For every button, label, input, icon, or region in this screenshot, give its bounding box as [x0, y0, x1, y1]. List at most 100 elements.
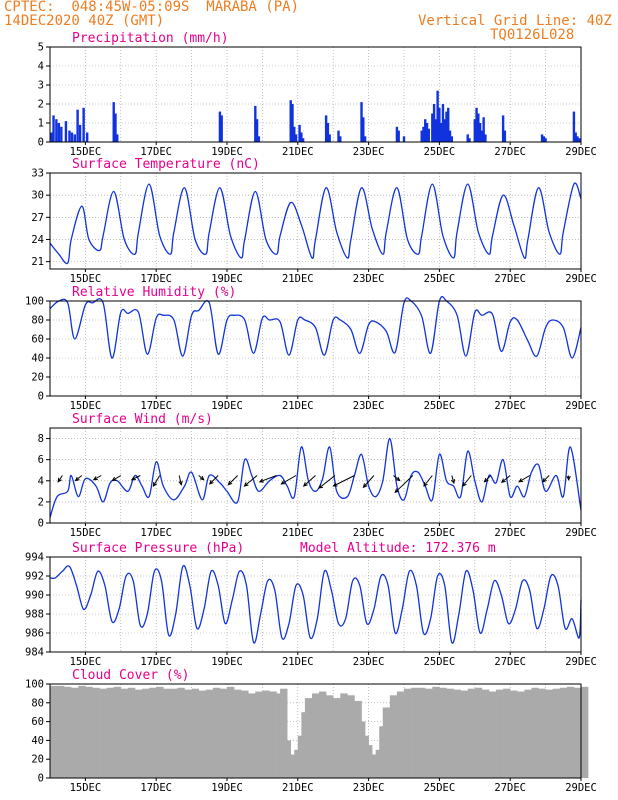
- wind-arrow-head: [227, 480, 233, 486]
- precip-bar: [76, 109, 79, 142]
- precip-bar: [289, 100, 292, 142]
- precip-bar: [473, 119, 476, 142]
- y-tick-label: 8: [38, 433, 44, 445]
- precip-bar: [431, 113, 434, 142]
- panel-temp: 21 24 27 30 33 15DEC 17DEC 19DEC 21DEC 23DEC 25DEC…: [31, 157, 596, 285]
- x-tick-label: 23DEC: [353, 273, 385, 285]
- x-tick-label: 25DEC: [424, 146, 456, 158]
- panel-pressure: 984 986 988 990 992 994 15DEC 17DEC 19DEC 21DEC 23…: [25, 541, 597, 668]
- wind-arrow-head: [395, 476, 401, 482]
- x-tick-label: 23DEC: [353, 782, 385, 794]
- precip-bar: [293, 126, 296, 142]
- x-tick-label: 25DEC: [424, 400, 456, 412]
- cloud-bar: [78, 685, 86, 778]
- wind-arrow-head: [318, 484, 324, 489]
- y-tick-label: 988: [25, 609, 44, 621]
- precip-bar: [220, 115, 223, 142]
- cloud-bar: [262, 690, 270, 778]
- x-tick-label: 19DEC: [211, 527, 243, 539]
- panel-frame: [49, 556, 582, 653]
- cloud-bar: [92, 687, 100, 778]
- x-tick-label: 15DEC: [70, 273, 102, 285]
- pressure-series-line: [49, 564, 582, 644]
- y-tick-label: 20: [31, 372, 44, 384]
- panel-frame: [49, 46, 582, 143]
- x-tick-label: 19DEC: [211, 782, 243, 794]
- panel-title: Surface Temperature (nC): [72, 157, 260, 172]
- x-tick-label: 21DEC: [282, 400, 314, 412]
- x-tick-label: 27DEC: [494, 656, 526, 668]
- wind-arrow-head: [57, 477, 62, 483]
- precip-bar: [337, 130, 340, 142]
- precip-bar: [70, 132, 74, 142]
- cloud-bar: [474, 687, 483, 778]
- wind-arrow: [152, 475, 161, 487]
- wind-arrow-head: [518, 478, 524, 483]
- wind-arrow: [92, 475, 102, 481]
- wind-arrow-head: [92, 476, 98, 481]
- cloud-bar: [382, 707, 391, 778]
- wind-arrow: [130, 475, 141, 481]
- y-tick-label: 60: [31, 334, 44, 346]
- cloud-bar: [85, 686, 93, 778]
- y-tick-label: 60: [31, 716, 44, 728]
- wind-arrow-head: [199, 475, 205, 481]
- cloud-bar: [205, 689, 214, 778]
- wind-arrow: [74, 475, 83, 482]
- y-tick-label: 0: [38, 137, 44, 149]
- cloud-bar: [566, 686, 575, 778]
- cloud-bar: [163, 688, 171, 778]
- x-tick-label: 27DEC: [494, 782, 526, 794]
- cloud-bar: [396, 691, 405, 778]
- precip-bar: [326, 123, 330, 142]
- wind-arrow: [208, 475, 219, 485]
- precip-bar: [60, 126, 63, 142]
- wind-arrow: [243, 475, 258, 487]
- cloud-bar: [50, 685, 58, 778]
- wind-arrow: [462, 475, 472, 487]
- cloud-bar: [538, 688, 546, 778]
- wind-arrow-head: [500, 478, 506, 483]
- wind-arrow-shaft: [393, 475, 400, 481]
- y-tick-label: 30: [31, 190, 44, 202]
- cloud-bar: [524, 689, 532, 778]
- precip-bar: [480, 130, 484, 142]
- wind-arrow: [450, 475, 456, 485]
- cloud-bar: [333, 698, 341, 778]
- cloud-bar: [453, 689, 461, 778]
- precip-bar: [501, 115, 505, 142]
- cloud-bar: [432, 686, 440, 778]
- wind-arrow-head: [542, 477, 547, 483]
- cloud-bar: [311, 693, 320, 778]
- x-tick-label: 29DEC: [565, 656, 597, 668]
- x-tick-label: 19DEC: [211, 400, 243, 412]
- y-tick-label: 2: [38, 99, 44, 111]
- temp-series-line: [49, 182, 582, 265]
- wind-arrow: [280, 475, 297, 485]
- precip-bar: [439, 123, 443, 142]
- cloud-bar: [418, 687, 426, 778]
- x-tick-label: 21DEC: [282, 273, 314, 285]
- x-tick-label: 21DEC: [282, 782, 314, 794]
- precip-bar: [574, 132, 577, 142]
- y-tick-label: 20: [31, 754, 44, 766]
- precip-bar: [50, 132, 53, 142]
- wind-arrow-head: [362, 483, 368, 489]
- header-model-id: TQ0126L028: [490, 27, 575, 43]
- wind-arrow-shaft: [209, 475, 219, 485]
- precip-bar: [445, 111, 448, 142]
- wind-arrow: [178, 475, 183, 486]
- y-tick-label: 984: [25, 647, 44, 659]
- precip-bar: [443, 119, 446, 142]
- precip-bar: [544, 138, 547, 142]
- wind-arrow-shaft: [244, 475, 258, 487]
- precip-bar: [395, 126, 399, 142]
- cloud-bar: [411, 687, 419, 778]
- panel-frame: [49, 172, 582, 270]
- cloud-bar: [57, 685, 65, 778]
- precip-bar: [478, 123, 482, 142]
- panel-title: Surface Wind (m/s): [72, 412, 213, 427]
- cloud-bar: [127, 687, 136, 778]
- wind-arrow-shaft: [178, 475, 182, 485]
- precip-bar: [300, 132, 303, 142]
